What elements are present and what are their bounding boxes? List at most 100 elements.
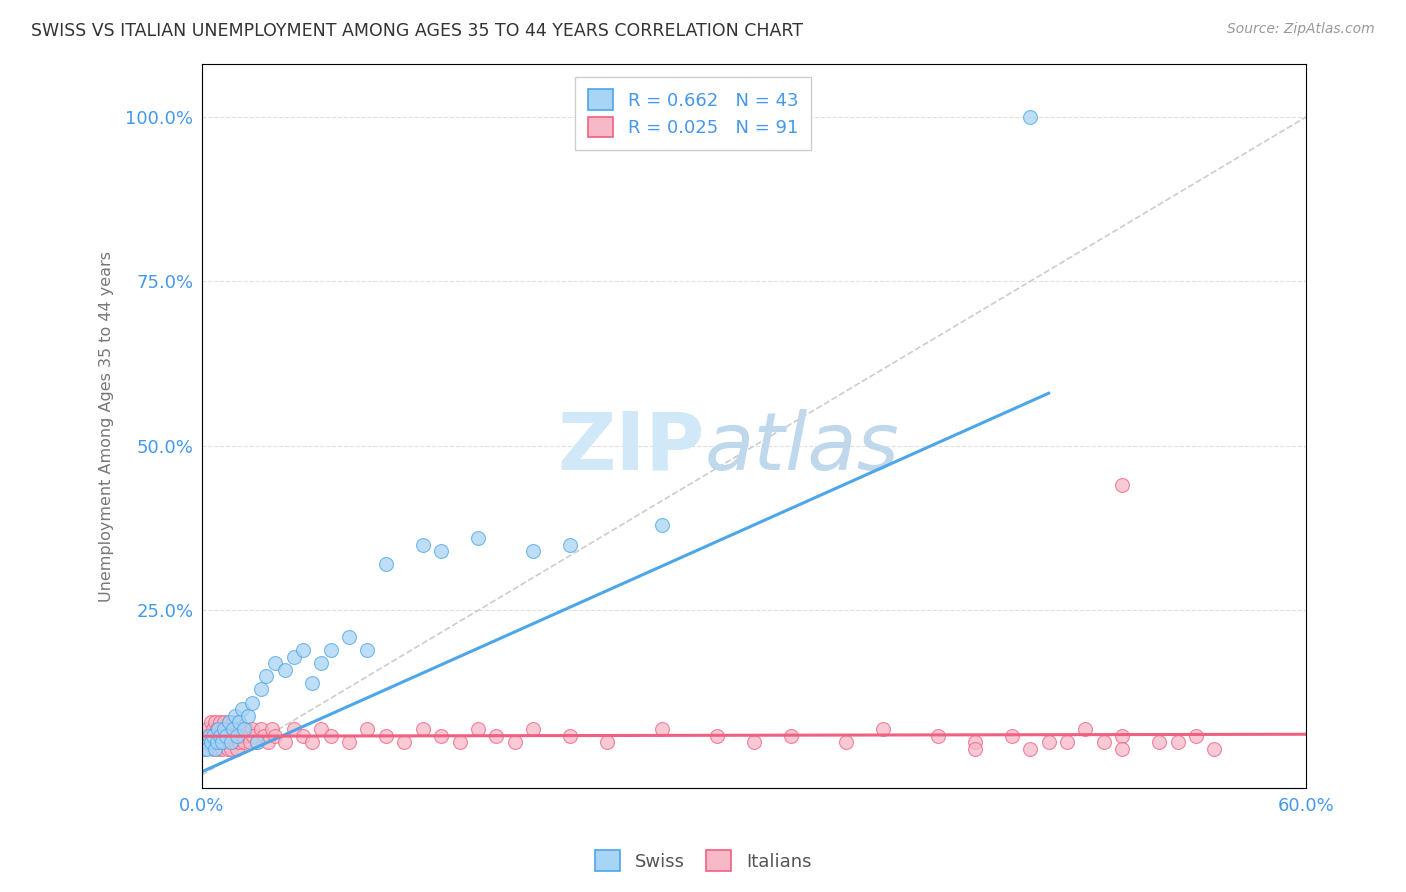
Point	[235, 722, 257, 736]
Point	[311, 722, 333, 736]
Point	[254, 669, 277, 683]
Point	[207, 729, 229, 743]
Point	[337, 735, 360, 749]
Point	[239, 735, 262, 749]
Point	[273, 735, 295, 749]
Point	[224, 722, 246, 736]
Point	[1001, 729, 1024, 743]
Point	[194, 735, 217, 749]
Point	[217, 729, 239, 743]
Point	[301, 676, 323, 690]
Point	[337, 630, 360, 644]
Point	[240, 722, 263, 736]
Point	[211, 722, 233, 736]
Point	[430, 729, 453, 743]
Point	[222, 729, 245, 743]
Point	[412, 722, 434, 736]
Point	[1074, 722, 1097, 736]
Point	[204, 741, 226, 756]
Text: SWISS VS ITALIAN UNEMPLOYMENT AMONG AGES 35 TO 44 YEARS CORRELATION CHART: SWISS VS ITALIAN UNEMPLOYMENT AMONG AGES…	[31, 22, 803, 40]
Point	[200, 735, 222, 749]
Point	[374, 729, 396, 743]
Point	[430, 544, 453, 558]
Point	[236, 729, 259, 743]
Point	[742, 735, 765, 749]
Y-axis label: Unemployment Among Ages 35 to 44 years: Unemployment Among Ages 35 to 44 years	[100, 251, 114, 601]
Point	[558, 538, 581, 552]
Legend: Swiss, Italians: Swiss, Italians	[588, 843, 818, 879]
Point	[1092, 735, 1115, 749]
Point	[205, 735, 228, 749]
Point	[242, 729, 264, 743]
Point	[257, 735, 280, 749]
Point	[394, 735, 416, 749]
Point	[503, 735, 526, 749]
Point	[222, 722, 245, 736]
Point	[211, 741, 233, 756]
Point	[201, 741, 224, 756]
Point	[193, 741, 215, 756]
Point	[522, 722, 544, 736]
Point	[211, 735, 233, 749]
Point	[205, 735, 228, 749]
Point	[1111, 741, 1133, 756]
Point	[215, 729, 238, 743]
Point	[200, 715, 222, 730]
Point	[218, 715, 240, 730]
Point	[207, 722, 229, 736]
Point	[225, 729, 247, 743]
Point	[200, 735, 222, 749]
Point	[1038, 735, 1060, 749]
Point	[927, 729, 949, 743]
Point	[222, 715, 245, 730]
Point	[218, 715, 240, 730]
Point	[217, 741, 239, 756]
Point	[1204, 741, 1226, 756]
Point	[219, 735, 242, 749]
Point	[205, 722, 228, 736]
Point	[283, 649, 305, 664]
Point	[319, 643, 342, 657]
Point	[1111, 729, 1133, 743]
Point	[231, 729, 253, 743]
Point	[219, 722, 242, 736]
Point	[228, 715, 250, 730]
Point	[706, 729, 728, 743]
Point	[485, 729, 508, 743]
Point	[835, 735, 858, 749]
Point	[246, 735, 269, 749]
Point	[212, 715, 235, 730]
Point	[195, 722, 218, 736]
Point	[236, 708, 259, 723]
Point	[356, 722, 378, 736]
Point	[198, 729, 221, 743]
Point	[218, 735, 240, 749]
Point	[193, 729, 215, 743]
Point	[319, 729, 342, 743]
Point	[311, 656, 333, 670]
Point	[209, 729, 232, 743]
Point	[1111, 478, 1133, 492]
Point	[558, 729, 581, 743]
Text: atlas: atlas	[704, 409, 900, 487]
Point	[1147, 735, 1170, 749]
Point	[198, 729, 221, 743]
Point	[209, 735, 232, 749]
Point	[231, 702, 253, 716]
Point	[1056, 735, 1078, 749]
Point	[224, 708, 246, 723]
Point	[260, 722, 283, 736]
Point	[228, 715, 250, 730]
Point	[264, 729, 287, 743]
Point	[449, 735, 471, 749]
Point	[963, 741, 986, 756]
Point	[215, 735, 238, 749]
Point	[467, 722, 489, 736]
Point	[212, 722, 235, 736]
Point	[522, 544, 544, 558]
Point	[1019, 741, 1042, 756]
Text: ZIP: ZIP	[557, 409, 704, 487]
Point	[963, 735, 986, 749]
Point	[301, 735, 323, 749]
Point	[240, 696, 263, 710]
